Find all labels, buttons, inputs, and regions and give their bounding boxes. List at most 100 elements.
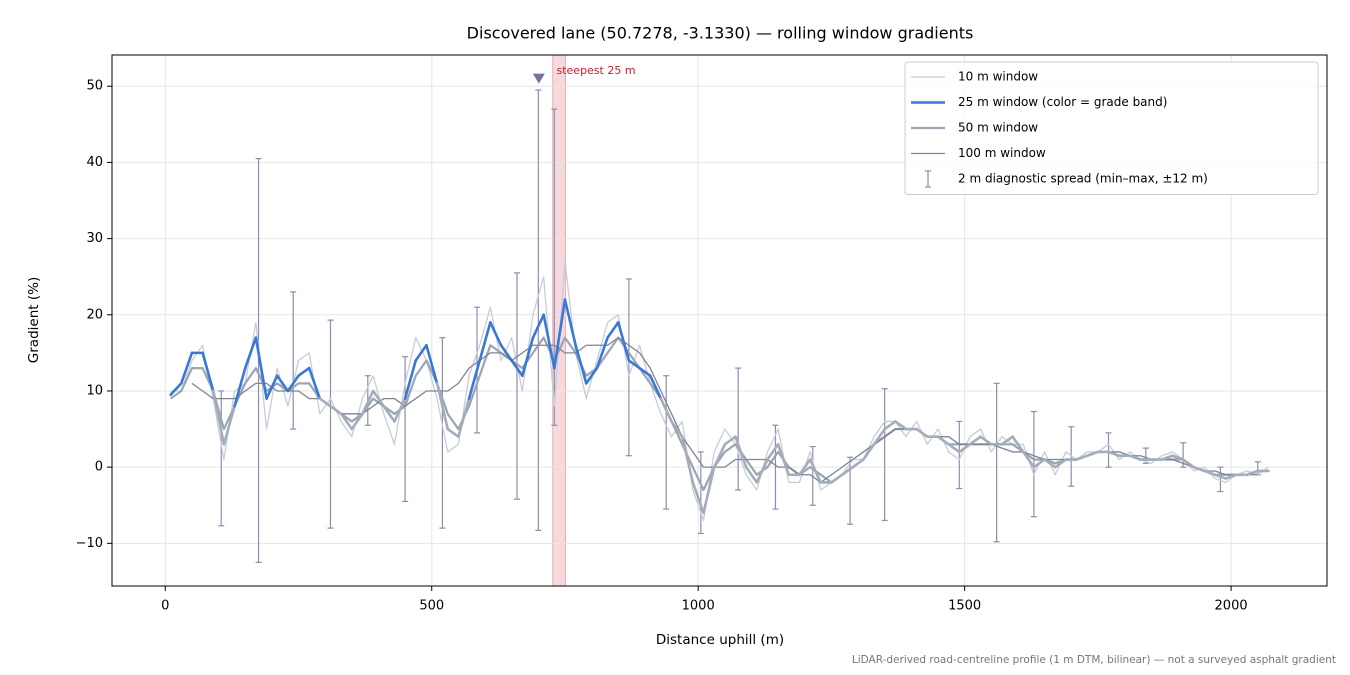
legend-label: 100 m window — [958, 146, 1046, 160]
y-tick-label: 50 — [86, 79, 103, 94]
legend-swatch — [925, 170, 931, 188]
line-segment — [1171, 454, 1185, 461]
line-segment — [723, 435, 737, 446]
line-segment — [616, 321, 631, 362]
line-segment — [595, 336, 609, 370]
line-segment — [979, 435, 993, 446]
error-bar — [993, 382, 1000, 543]
line-segment — [712, 442, 727, 469]
x-tick-label: 1500 — [948, 599, 981, 614]
error-bar — [290, 291, 297, 430]
line-segment — [531, 313, 545, 339]
line-segment — [766, 442, 780, 461]
line-segment — [521, 336, 535, 378]
line-segment — [659, 397, 673, 423]
x-axis-label: Distance uphill (m) — [656, 632, 784, 648]
error-bar — [439, 337, 446, 529]
line-segment — [606, 321, 620, 339]
line-segment — [894, 420, 908, 431]
line-segment — [435, 382, 450, 431]
line-segment — [1000, 435, 1014, 446]
y-tick-label: 20 — [86, 307, 103, 322]
line-segment — [467, 359, 481, 400]
x-tick-label: 2000 — [1215, 599, 1248, 614]
chart-title: Discovered lane (50.7278, -3.1330) — rol… — [467, 24, 974, 43]
error-bar — [881, 388, 888, 522]
line-segment — [222, 404, 236, 446]
line-segment — [936, 435, 950, 446]
error-bar — [625, 278, 632, 457]
error-bar — [772, 424, 779, 510]
line-segment — [489, 321, 503, 347]
line-segment — [382, 404, 396, 423]
error-bar — [1105, 432, 1112, 468]
line-segment — [776, 442, 791, 477]
error-bar — [956, 420, 963, 490]
line-segment — [1021, 450, 1036, 469]
line-segment — [563, 298, 577, 347]
line-segment — [1032, 458, 1046, 469]
line-segment — [361, 389, 375, 416]
line-segment — [1192, 465, 1206, 473]
line-segment — [307, 366, 322, 400]
y-tick-label: 40 — [86, 155, 103, 170]
line-segment — [286, 374, 300, 393]
y-axis-label: Gradient (%) — [26, 277, 42, 363]
line-segment — [275, 374, 290, 393]
error-bar — [514, 272, 520, 500]
line — [191, 336, 1258, 484]
line-segment — [862, 442, 876, 461]
line-segment — [403, 359, 418, 400]
line-segment — [947, 442, 961, 454]
line-segment — [371, 389, 386, 408]
line-segment — [830, 473, 844, 484]
error-bar — [1030, 410, 1037, 518]
line-segment — [883, 420, 897, 431]
line-segment — [254, 336, 268, 400]
error-bar — [735, 367, 742, 491]
line-segment — [968, 435, 982, 446]
line-segment — [915, 427, 929, 438]
plot-frame — [111, 54, 1328, 587]
error-bar — [697, 451, 704, 535]
line-segment — [1160, 454, 1174, 461]
line-segment — [339, 412, 354, 431]
line-segment — [670, 420, 684, 438]
line-segment — [179, 351, 194, 385]
line-segment — [1245, 469, 1260, 477]
line-segment — [425, 343, 439, 385]
line-segment — [734, 435, 748, 469]
line — [170, 260, 1269, 522]
line-segment — [1085, 450, 1100, 458]
line-segment — [478, 321, 492, 362]
peak-marker — [532, 73, 545, 84]
line-segment — [329, 404, 343, 416]
error-bar — [1217, 466, 1224, 493]
line-segment — [1107, 450, 1121, 458]
error-bar — [255, 158, 262, 563]
footnote: LiDAR-derived road-centreline profile (1… — [852, 654, 1336, 666]
line-segment — [798, 458, 812, 477]
line-segment — [169, 382, 183, 397]
x-tick-label: 1000 — [682, 599, 715, 614]
line-segment — [808, 458, 823, 484]
line-segment — [1213, 473, 1228, 480]
legend-box — [904, 61, 1319, 195]
y-tick-label: 0 — [95, 460, 103, 475]
legend-label: 50 m window — [958, 121, 1038, 135]
line-segment — [201, 351, 215, 393]
line-segment — [574, 343, 588, 385]
line-segment — [393, 397, 407, 423]
line-segment — [1075, 454, 1089, 461]
line-segment — [648, 374, 663, 400]
line-segment — [414, 343, 428, 362]
line-segment — [350, 412, 364, 431]
line-segment — [958, 442, 972, 454]
line-segment — [265, 374, 279, 400]
error-bar — [535, 89, 542, 531]
line-segment — [1011, 435, 1025, 454]
line-segment — [755, 458, 769, 484]
error-bar — [218, 390, 225, 527]
line-segment — [1224, 473, 1238, 480]
